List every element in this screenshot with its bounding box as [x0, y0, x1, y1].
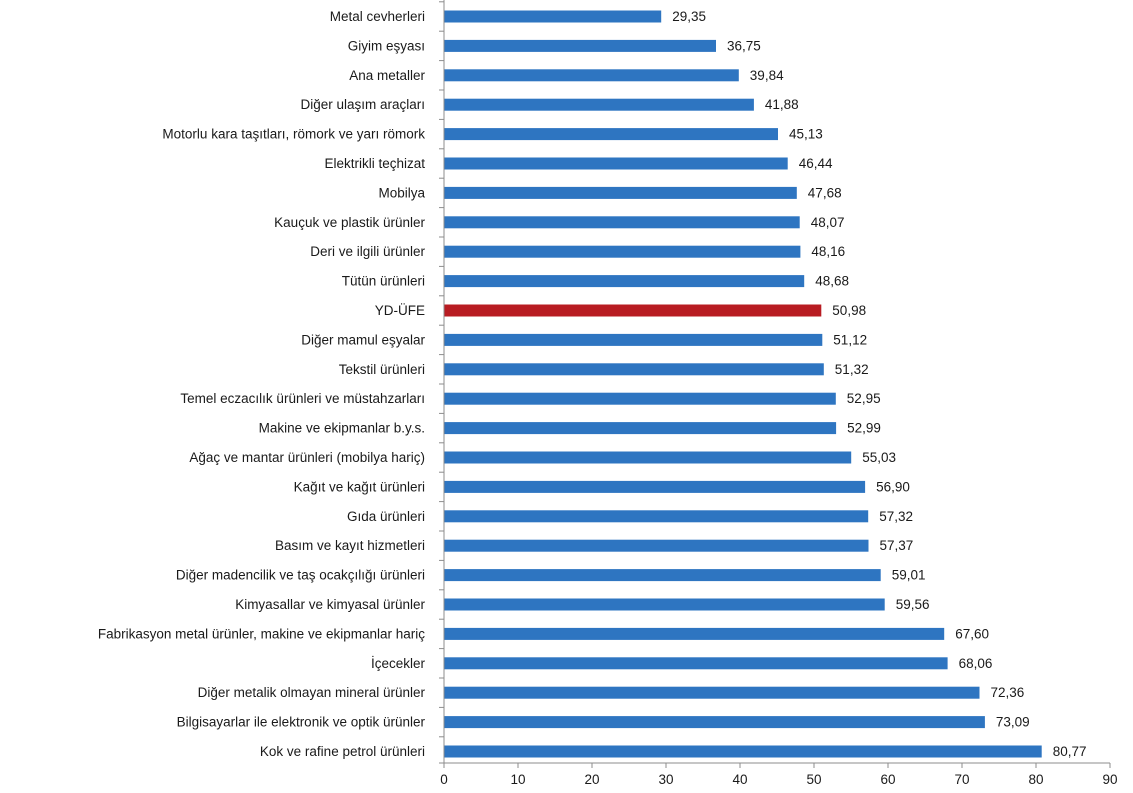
value-label: 39,84 [750, 68, 784, 83]
x-tick-label: 80 [1028, 772, 1043, 787]
bar [444, 128, 778, 141]
bar [444, 69, 739, 82]
value-label: 48,16 [811, 244, 845, 259]
axes-group: 0 10 20 30 40 50 60 70 80 90 [439, 0, 1118, 787]
bar [444, 510, 869, 523]
bar [444, 569, 881, 582]
bar [444, 216, 800, 229]
category-label: Diğer mamul eşyalar [301, 332, 425, 347]
value-label: 47,68 [808, 185, 842, 200]
value-label: 50,98 [832, 303, 866, 318]
category-label: Kauçuk ve plastik ürünler [274, 215, 425, 230]
value-label: 57,37 [880, 538, 914, 553]
value-label: 57,32 [879, 509, 913, 524]
category-label: YD-ÜFE [375, 303, 425, 318]
category-label: Metal cevherleri [330, 9, 425, 24]
bar [444, 745, 1042, 758]
category-label: Diğer ulaşım araçları [300, 97, 425, 112]
category-label: İçecekler [371, 656, 426, 671]
value-label: 51,32 [835, 362, 869, 377]
value-label: 56,90 [876, 479, 910, 494]
value-label: 59,01 [892, 568, 926, 583]
bar [444, 39, 716, 52]
category-label: Kimyasallar ve kimyasal ürünler [235, 597, 425, 612]
category-label: Ana metaller [349, 68, 425, 83]
bar [444, 539, 869, 552]
value-labels-group: 29,35 36,75 39,84 41,88 45,13 46,44 47,68 48,07… [672, 9, 1086, 759]
value-label: 48,68 [815, 274, 849, 289]
bar [444, 98, 754, 111]
bar [444, 627, 945, 640]
bar [444, 363, 824, 376]
value-label: 36,75 [727, 38, 761, 53]
value-label: 72,36 [991, 685, 1025, 700]
category-label: Giyim eşyası [348, 38, 425, 53]
bar [444, 422, 837, 435]
bar [444, 598, 885, 611]
value-label: 55,03 [862, 450, 896, 465]
value-label: 73,09 [996, 715, 1030, 730]
x-tick-label: 90 [1102, 772, 1117, 787]
value-label: 67,60 [955, 626, 989, 641]
x-tick-label: 70 [954, 772, 969, 787]
bar [444, 686, 980, 699]
category-label: Ağaç ve mantar ürünleri (mobilya hariç) [189, 450, 425, 465]
bar [444, 157, 788, 170]
value-label: 45,13 [789, 127, 823, 142]
x-tick-label: 50 [806, 772, 821, 787]
category-label: Diğer madencilik ve taş ocakçılığı ürünl… [176, 568, 425, 583]
category-label: Elektrikli teçhizat [324, 156, 425, 171]
bar [444, 716, 985, 729]
bar [444, 333, 823, 346]
category-label: Kok ve rafine petrol ürünleri [260, 744, 425, 759]
category-label: Makine ve ekipmanlar b.y.s. [259, 421, 425, 436]
value-label: 48,07 [811, 215, 845, 230]
value-label: 80,77 [1053, 744, 1087, 759]
value-label: 52,95 [847, 391, 881, 406]
bar [444, 245, 801, 258]
value-label: 46,44 [799, 156, 833, 171]
bar [444, 480, 866, 493]
x-tick-label: 60 [880, 772, 895, 787]
bars-group [444, 10, 1042, 758]
x-tick-label: 40 [732, 772, 747, 787]
value-label: 41,88 [765, 97, 799, 112]
bar [444, 657, 948, 670]
bar [444, 451, 852, 464]
value-label: 52,99 [847, 421, 881, 436]
category-label: Bilgisayarlar ile elektronik ve optik ür… [177, 715, 426, 730]
category-label: Mobilya [378, 185, 425, 200]
x-tick-label: 10 [510, 772, 525, 787]
x-tick-label: 20 [584, 772, 599, 787]
category-label: Kağıt ve kağıt ürünleri [294, 479, 425, 494]
value-label: 51,12 [833, 332, 867, 347]
category-label: Temel eczacılık ürünleri ve müstahzarlar… [180, 391, 425, 406]
value-label: 29,35 [672, 9, 706, 24]
category-labels-group: Metal cevherleri Giyim eşyası Ana metaller… [98, 9, 426, 759]
value-label: 59,56 [896, 597, 930, 612]
bar [444, 392, 836, 405]
category-label: Diğer metalik olmayan mineral ürünler [198, 685, 426, 700]
value-label: 68,06 [959, 656, 993, 671]
category-label: Gıda ürünleri [347, 509, 425, 524]
bar [444, 186, 797, 199]
category-label: Fabrikasyon metal ürünler, makine ve eki… [98, 626, 425, 641]
x-tick-label: 30 [658, 772, 673, 787]
category-label: Motorlu kara taşıtları, römork ve yarı r… [162, 127, 425, 142]
category-label: Basım ve kayıt hizmetleri [275, 538, 425, 553]
category-label: Tekstil ürünleri [339, 362, 425, 377]
x-tick-label: 0 [440, 772, 448, 787]
bar [444, 275, 805, 288]
category-label: Tütün ürünleri [342, 274, 425, 289]
bar [444, 10, 662, 23]
category-label: Deri ve ilgili ürünler [310, 244, 425, 259]
bar-highlight [444, 304, 822, 317]
